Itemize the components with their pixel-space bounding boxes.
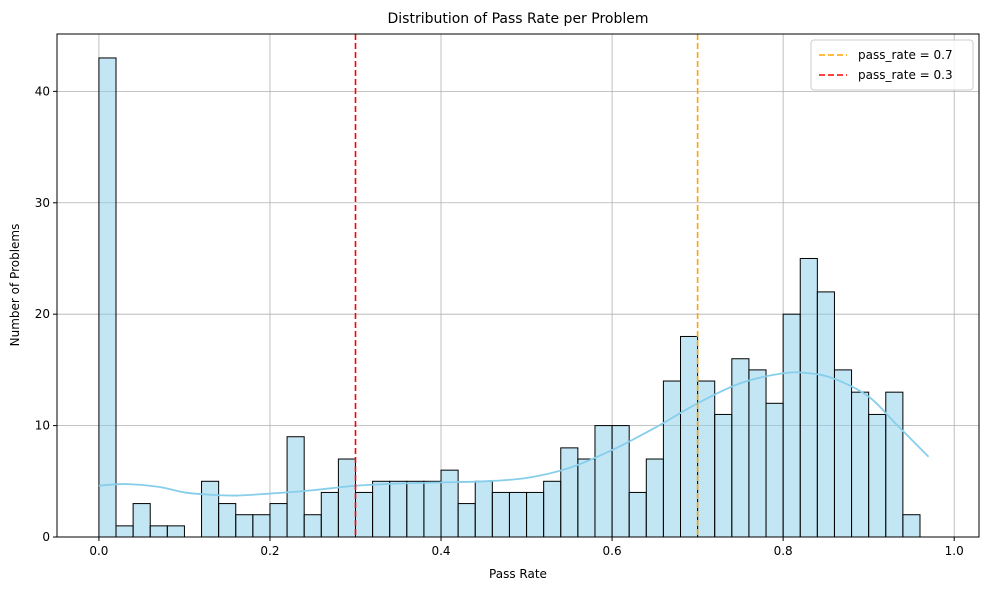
kde-line [98, 371, 930, 497]
legend: pass_rate = 0.7 pass_rate = 0.3 [810, 39, 974, 91]
y-tick-label: 0 [42, 530, 50, 544]
histogram-bar [748, 369, 767, 538]
histogram-bar [851, 391, 870, 538]
legend-entry-label: pass_rate = 0.3 [858, 68, 953, 82]
plot-border [56, 33, 980, 538]
histogram-bar [868, 413, 887, 538]
histogram-bar [372, 480, 391, 538]
x-tick-label: 0.2 [260, 544, 279, 558]
histogram-bar [269, 503, 288, 538]
histogram-bar [286, 436, 305, 538]
histogram-bar [457, 503, 476, 538]
histogram-bar [440, 469, 459, 538]
histogram-bar [782, 313, 801, 538]
histogram-bar [406, 480, 425, 538]
x-axis: 0.0 0.2 0.4 0.6 0.8 1.0 [89, 537, 964, 558]
histogram-bar [645, 458, 664, 538]
x-tick-label: 0.8 [774, 544, 793, 558]
x-tick-label: 1.0 [945, 544, 964, 558]
histogram-bars [98, 57, 921, 538]
x-tick-label: 0.6 [603, 544, 622, 558]
plot-frame [56, 33, 980, 538]
histogram-bar [166, 525, 185, 538]
histogram-bar [662, 380, 682, 538]
y-tick-label: 30 [35, 196, 50, 210]
histogram-bar [98, 57, 117, 538]
histogram-bar [526, 491, 545, 538]
kde-curve [98, 371, 930, 497]
histogram-bar [628, 491, 647, 538]
histogram-bar [680, 335, 699, 538]
histogram-bar [218, 503, 237, 538]
y-axis: 0 10 20 30 40 [35, 84, 57, 544]
histogram-bar [354, 491, 374, 538]
histogram-bar [577, 458, 596, 538]
histogram-bar [389, 480, 408, 538]
histogram-bar [765, 402, 784, 538]
legend-entry-label: pass_rate = 0.7 [858, 48, 953, 62]
histogram-bar [132, 503, 151, 538]
histogram-bar [816, 291, 835, 538]
histogram-bar [885, 391, 904, 538]
histogram-bar [474, 480, 493, 538]
y-tick-label: 20 [35, 307, 50, 321]
histogram-bar [337, 458, 356, 538]
chart-title: Distribution of Pass Rate per Problem [388, 11, 649, 27]
y-tick-label: 10 [35, 419, 50, 433]
y-tick-label: 40 [35, 84, 50, 98]
threshold-lines [354, 34, 699, 537]
histogram-bar [320, 491, 339, 538]
x-axis-label: Pass Rate [489, 567, 547, 581]
y-axis-label: Number of Problems [8, 224, 22, 347]
x-tick-label: 0.0 [89, 544, 108, 558]
histogram-bar [714, 413, 733, 538]
histogram-bar [491, 491, 510, 538]
histogram-bar [543, 480, 562, 538]
histogram-bar [201, 480, 220, 538]
histogram-bar [594, 425, 613, 538]
histogram-bar [303, 514, 322, 538]
histogram-bar [423, 480, 442, 538]
histogram-bar [235, 514, 254, 538]
histogram-bar [560, 447, 579, 538]
legend-box [810, 39, 974, 91]
histogram-bar [697, 380, 716, 538]
x-tick-label: 0.4 [431, 544, 450, 558]
histogram-bar [833, 369, 853, 538]
histogram-bar [902, 514, 921, 538]
histogram-bar [149, 525, 168, 538]
histogram-bar [115, 525, 134, 538]
histogram-bar [508, 491, 528, 538]
histogram-bar [799, 257, 818, 538]
histogram-bar [252, 514, 271, 538]
